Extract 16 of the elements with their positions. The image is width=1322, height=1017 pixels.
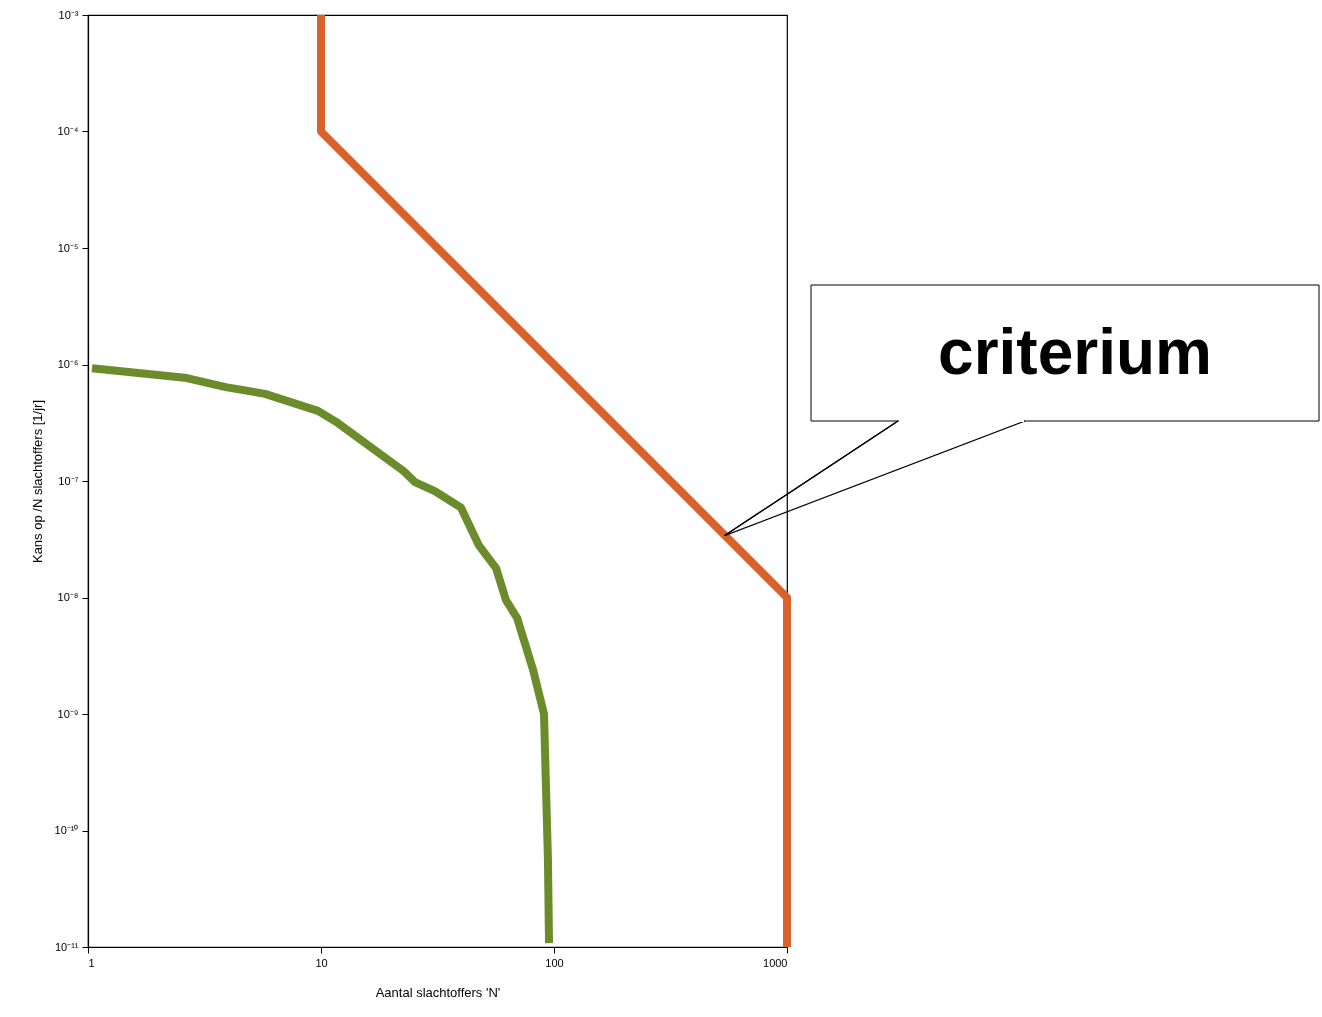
x-tick-label: 100: [545, 956, 564, 969]
y-tick-label: 10⁻¹¹: [54, 940, 79, 953]
y-tick-label: 10⁻³: [58, 8, 79, 21]
y-tick-label: 10⁻⁴: [57, 125, 79, 137]
y-tick-label: 10⁻⁷: [58, 474, 79, 487]
annotation: criterium: [938, 316, 1212, 388]
y-axis-title: Kans op /N slachtoffers [1/jr]: [29, 399, 45, 564]
y-tick-label: 10⁻¹⁰: [54, 824, 79, 836]
x-tick-label: 1000: [763, 956, 788, 969]
y-tick-label: 10⁻⁵: [57, 241, 79, 254]
x-axis-title: Aantal slachtoffers 'N': [375, 984, 501, 1000]
x-tick-label: 10: [315, 956, 328, 969]
y-tick-label: 10⁻⁹: [57, 707, 79, 720]
y-tick-label: 10⁻⁸: [57, 591, 79, 603]
y-tick-label: 10⁻⁶: [57, 358, 79, 370]
x-tick-label: 1: [88, 956, 95, 969]
